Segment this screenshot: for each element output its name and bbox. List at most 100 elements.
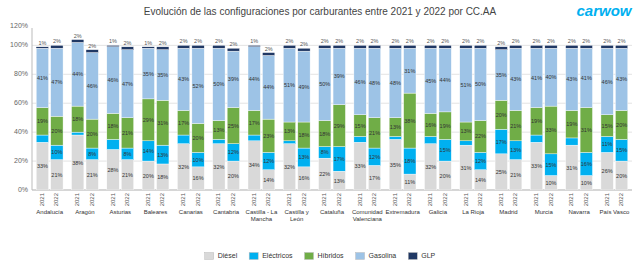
bar-segment bbox=[319, 147, 331, 159]
data-label: 51% bbox=[460, 82, 471, 88]
data-label: 32% bbox=[213, 164, 224, 170]
data-label: 17% bbox=[334, 156, 345, 162]
legend-swatch bbox=[305, 253, 314, 260]
top-label: 2% bbox=[229, 41, 237, 47]
x-tick-label: 2021 bbox=[427, 192, 433, 206]
data-label: 10% bbox=[193, 157, 204, 163]
data-label: 20% bbox=[193, 135, 204, 141]
x-tick-label: 2022 bbox=[371, 192, 377, 206]
category-line: Aragón bbox=[75, 209, 94, 215]
data-label: 11% bbox=[602, 141, 613, 147]
data-label: 35% bbox=[157, 72, 168, 78]
bar-segment bbox=[142, 141, 154, 161]
bar-segment bbox=[36, 135, 48, 142]
data-label: 41% bbox=[531, 75, 542, 81]
bar-segment bbox=[510, 160, 522, 190]
data-label: 15% bbox=[440, 147, 451, 153]
bar-segment bbox=[192, 152, 204, 166]
bar-segment bbox=[227, 161, 239, 190]
top-label: 2% bbox=[215, 38, 223, 44]
data-label: 18% bbox=[404, 158, 415, 164]
x-tick-label: 2021 bbox=[180, 192, 186, 206]
y-tick-label: 80% bbox=[14, 70, 28, 77]
bar-segment bbox=[213, 121, 225, 140]
bar-segment bbox=[615, 161, 627, 190]
bar-segment bbox=[545, 45, 557, 48]
data-label: 48% bbox=[390, 80, 401, 86]
legend-label: Diésel bbox=[218, 252, 238, 259]
bar-segment bbox=[530, 142, 542, 190]
category-label: Aragón bbox=[75, 209, 94, 215]
bar-segment bbox=[460, 48, 472, 122]
bar-segment bbox=[213, 139, 225, 143]
top-label: 2% bbox=[265, 46, 273, 52]
data-label: 44% bbox=[249, 76, 260, 82]
bar-segment bbox=[86, 50, 98, 53]
data-label: 19% bbox=[566, 121, 577, 127]
data-label: 20% bbox=[51, 128, 62, 134]
category-label: Asturias bbox=[109, 209, 131, 215]
bar-segment bbox=[248, 45, 260, 46]
bar-segment bbox=[404, 48, 416, 93]
bar-segment bbox=[72, 132, 84, 135]
bar-segment bbox=[298, 122, 310, 148]
bar-segment bbox=[510, 45, 522, 48]
x-tick-label: 2022 bbox=[406, 192, 412, 206]
data-label: 12% bbox=[228, 149, 239, 155]
data-label: 21% bbox=[51, 172, 62, 178]
bar-segment bbox=[121, 160, 133, 190]
data-label: 28% bbox=[107, 167, 118, 173]
bar-segment bbox=[615, 45, 627, 48]
data-label: 14% bbox=[475, 177, 486, 183]
data-label: 26% bbox=[602, 168, 613, 174]
data-label: 35% bbox=[496, 72, 507, 78]
bar-segment bbox=[460, 145, 472, 190]
data-label: 52% bbox=[193, 83, 204, 89]
bar-segment bbox=[157, 164, 169, 190]
y-tick-label: 0% bbox=[18, 186, 28, 193]
data-label: 19% bbox=[440, 123, 451, 129]
data-label: 40% bbox=[545, 74, 556, 80]
x-tick-label: 2021 bbox=[321, 192, 327, 206]
data-label: 33% bbox=[545, 127, 556, 133]
top-label: 2% bbox=[603, 38, 611, 44]
data-label: 46% bbox=[107, 77, 118, 83]
bar-segment bbox=[474, 48, 486, 120]
data-labels: 33%19%41%1%21%10%20%47%2%38%18%44%2%21%8… bbox=[37, 33, 627, 186]
data-label: 31% bbox=[581, 127, 592, 133]
bar-segment bbox=[319, 121, 331, 147]
data-label: 13% bbox=[284, 128, 295, 134]
bar-segment bbox=[86, 148, 98, 160]
category-label: Castilla - LaMancha bbox=[246, 209, 278, 222]
category-label: Navarra bbox=[568, 209, 590, 215]
data-label: 43% bbox=[616, 76, 627, 82]
bar-segment bbox=[566, 138, 578, 145]
bar-segment bbox=[368, 148, 380, 165]
top-label: 2% bbox=[194, 38, 202, 44]
data-label: 10% bbox=[545, 180, 556, 186]
bar-segment bbox=[615, 48, 627, 110]
legend-label: Eléctricos bbox=[262, 252, 293, 259]
data-label: 31% bbox=[460, 165, 471, 171]
bar-segment bbox=[72, 40, 84, 43]
bar-segment bbox=[368, 48, 380, 117]
data-label: 20% bbox=[496, 112, 507, 118]
bar-segment bbox=[213, 48, 225, 120]
bar-segment bbox=[227, 144, 239, 161]
data-label: 44% bbox=[440, 77, 451, 83]
x-tick-label: 2021 bbox=[74, 192, 80, 206]
bar-segment bbox=[248, 110, 260, 135]
top-label: 2% bbox=[497, 40, 505, 46]
data-label: 21% bbox=[87, 172, 98, 178]
bar-segment bbox=[389, 48, 401, 117]
y-tick-label: 20% bbox=[14, 157, 28, 164]
bar-segment bbox=[283, 144, 295, 190]
data-label: 10% bbox=[581, 180, 592, 186]
bar-segment bbox=[248, 47, 260, 111]
bar-segment bbox=[545, 176, 557, 190]
data-label: 47% bbox=[122, 81, 133, 87]
top-label: 2% bbox=[533, 38, 541, 44]
bar-segment bbox=[51, 145, 63, 159]
data-label: 13% bbox=[213, 127, 224, 133]
top-label: 2% bbox=[427, 38, 435, 44]
